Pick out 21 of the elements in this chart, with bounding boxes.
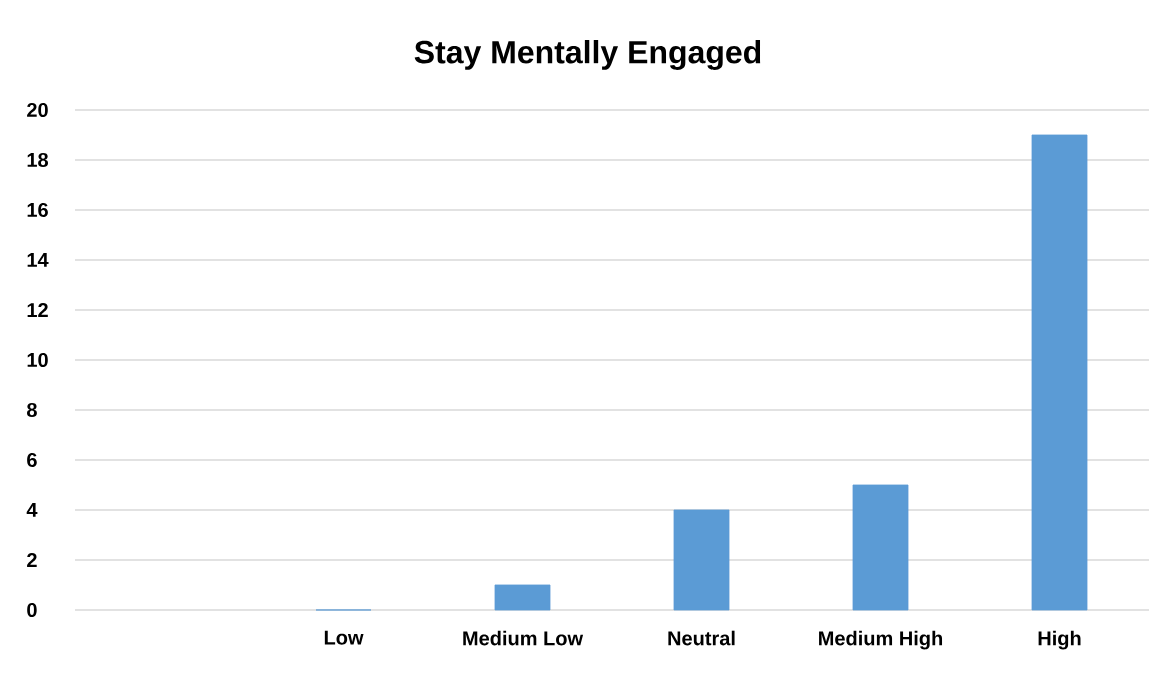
y-tick-label: 0: [27, 602, 37, 618]
x-tick-label: Neutral: [668, 630, 735, 646]
y-tick-label: 10: [27, 352, 48, 368]
y-tick-label: 20: [27, 102, 48, 118]
bar: [494, 584, 551, 611]
y-tick-label: 16: [27, 202, 48, 218]
y-tick-label: 8: [27, 402, 37, 418]
x-tick-label: High: [1038, 630, 1081, 650]
y-tick-label: 6: [27, 452, 37, 468]
bar: [673, 509, 730, 611]
bar: [1031, 134, 1088, 611]
chart-title: Stay Mentally Engaged: [414, 40, 761, 70]
x-tick-label: Medium Low: [463, 630, 584, 646]
y-tick-label: 12: [27, 303, 48, 317]
bar: [852, 484, 909, 611]
y-tick-label: 4: [26, 503, 38, 517]
y-tick-label: 14: [27, 253, 49, 267]
x-tick-label: Low: [324, 630, 364, 645]
y-tick-label: 18: [27, 152, 49, 168]
y-tick-label: 2: [27, 553, 37, 567]
x-tick-label: Medium High: [819, 630, 943, 650]
